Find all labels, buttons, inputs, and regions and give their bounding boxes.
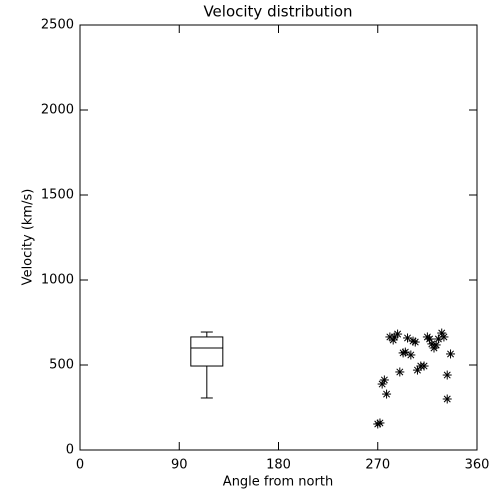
point: [375, 418, 385, 428]
point-stroke: [401, 348, 409, 356]
point-stroke: [404, 334, 412, 342]
chart-title: Velocity distribution: [203, 3, 352, 21]
x-axis-label: Angle from north: [223, 475, 333, 490]
point-stroke: [440, 333, 448, 341]
point-stroke: [376, 419, 384, 427]
point-stroke: [383, 390, 391, 398]
x-tick-label: 90: [171, 458, 188, 473]
y-tick-label: 2000: [41, 103, 74, 118]
x-tick-label: 0: [76, 458, 84, 473]
point: [419, 361, 429, 371]
point-stroke: [394, 330, 402, 338]
point: [377, 379, 387, 389]
point: [431, 340, 441, 350]
point-stroke: [438, 329, 446, 337]
y-tick-label: 0: [66, 443, 74, 458]
point: [439, 332, 449, 342]
x-tick-label: 360: [465, 458, 490, 473]
point-stroke: [443, 371, 451, 379]
y-axis-label: Velocity (km/s): [21, 189, 36, 286]
point: [410, 337, 420, 347]
point-stroke: [420, 362, 428, 370]
point-stroke: [413, 366, 421, 374]
point: [393, 329, 403, 339]
point-stroke: [426, 335, 434, 343]
point: [382, 389, 392, 399]
point: [446, 349, 456, 359]
y-tick-label: 2500: [41, 18, 74, 33]
point-stroke: [428, 340, 436, 348]
point: [406, 350, 416, 360]
plot-frame: [79, 24, 478, 451]
point-stroke: [407, 351, 415, 359]
y-tick-label: 1500: [41, 188, 74, 203]
point: [395, 367, 405, 377]
x-tick-label: 270: [365, 458, 390, 473]
point: [442, 394, 452, 404]
point-stroke: [443, 395, 451, 403]
point-stroke: [447, 350, 455, 358]
point-stroke: [411, 338, 419, 346]
point-stroke: [380, 376, 388, 384]
y-tick-label: 1000: [41, 273, 74, 288]
y-tick-label: 500: [49, 358, 74, 373]
box: [190, 336, 224, 367]
point: [403, 333, 413, 343]
x-tick-label: 180: [266, 458, 291, 473]
point-stroke: [396, 368, 404, 376]
point: [379, 375, 389, 385]
point: [442, 370, 452, 380]
